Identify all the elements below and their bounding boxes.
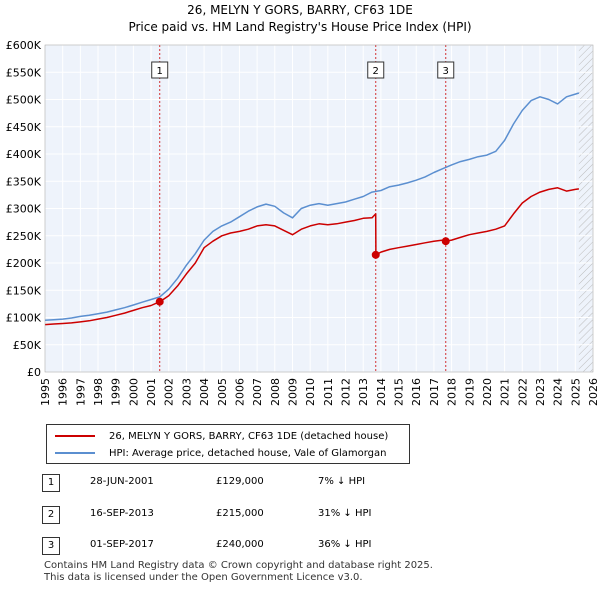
transaction-row: 1 28-JUN-2001 £129,000 7% ↓ HPI: [42, 474, 402, 494]
transaction-badge: 1: [42, 474, 60, 492]
x-tick-label: 2025: [569, 378, 582, 406]
x-tick-label: 2020: [481, 378, 494, 406]
transaction-point: [155, 297, 164, 306]
x-tick-label: 2002: [163, 378, 176, 406]
y-tick-label: £250K: [6, 230, 42, 243]
plot-border: [44, 44, 594, 373]
x-tick-label: 2001: [145, 378, 158, 406]
x-tick-label: 2004: [198, 378, 211, 406]
y-tick-label: £600K: [6, 39, 42, 52]
x-tick-label: 2000: [127, 378, 140, 406]
transaction-marker-box: [437, 61, 455, 79]
x-tick-label: 2005: [216, 378, 229, 406]
x-tick-label: 2013: [357, 378, 370, 406]
y-tick-label: £400K: [6, 148, 42, 161]
transaction-marker-label: 3: [443, 66, 449, 77]
transaction-badge: 2: [42, 506, 60, 524]
x-tick-label: 2015: [393, 378, 406, 406]
y-tick-label: £550K: [6, 66, 42, 79]
x-tick-label: 2006: [233, 378, 246, 406]
legend-swatch-hpi: [55, 452, 95, 454]
x-tick-label: 2016: [410, 378, 423, 406]
x-tick-label: 2017: [428, 378, 441, 406]
transaction-price: £240,000: [216, 539, 264, 550]
chart-subtitle: Price paid vs. HM Land Registry's House …: [128, 20, 472, 34]
transaction-row: 3 01-SEP-2017 £240,000 36% ↓ HPI: [42, 537, 402, 557]
transaction-date: 16-SEP-2013: [90, 508, 154, 519]
x-tick-label: 2014: [375, 378, 388, 406]
x-tick-label: 1998: [92, 378, 105, 406]
x-tick-label: 2018: [446, 378, 459, 406]
x-tick-label: 2007: [251, 378, 264, 406]
x-tick-label: 1996: [57, 378, 70, 406]
y-tick-label: £300K: [6, 203, 42, 216]
transaction-date: 28-JUN-2001: [90, 476, 154, 487]
y-tick-label: £450K: [6, 121, 42, 134]
legend-swatch-property: [55, 435, 95, 437]
x-tick-label: 2010: [304, 378, 317, 406]
legend-label-hpi: HPI: Average price, detached house, Vale…: [109, 447, 387, 459]
legend-item-property: 26, MELYN Y GORS, BARRY, CF63 1DE (detac…: [55, 428, 388, 444]
transaction-hpi-diff: 7% ↓ HPI: [318, 476, 366, 487]
chart-title: 26, MELYN Y GORS, BARRY, CF63 1DE: [187, 3, 413, 17]
x-tick-label: 2012: [340, 378, 353, 406]
transaction-badge: 3: [42, 537, 60, 555]
transaction-marker-label: 1: [157, 66, 163, 77]
x-tick-label: 1995: [39, 378, 52, 406]
x-tick-label: 2019: [463, 378, 476, 406]
x-tick-label: 2009: [286, 378, 299, 406]
transaction-price: £215,000: [216, 508, 264, 519]
transaction-point: [371, 250, 380, 259]
x-tick-label: 2008: [269, 378, 282, 406]
footer-line-1: Contains HM Land Registry data © Crown c…: [44, 560, 433, 571]
transaction-marker-label: 2: [373, 66, 379, 77]
y-tick-label: £150K: [6, 284, 42, 297]
y-tick-label: £100K: [6, 312, 42, 325]
x-tick-label: 2024: [552, 378, 565, 406]
legend-item-hpi: HPI: Average price, detached house, Vale…: [55, 445, 387, 461]
y-tick-label: £350K: [6, 175, 42, 188]
transaction-price: £129,000: [216, 476, 264, 487]
transaction-point: [441, 237, 450, 246]
transaction-hpi-diff: 31% ↓ HPI: [318, 508, 372, 519]
footer-line-2: This data is licensed under the Open Gov…: [44, 572, 363, 583]
hpi-line: [44, 92, 580, 321]
x-tick-label: 2011: [322, 378, 335, 406]
transaction-row: 2 16-SEP-2013 £215,000 31% ↓ HPI: [42, 506, 402, 526]
y-tick-label: £0: [27, 366, 41, 379]
y-tick-label: £200K: [6, 257, 42, 270]
transaction-date: 01-SEP-2017: [90, 539, 154, 550]
transaction-marker-box: [367, 61, 385, 79]
legend-label-property: 26, MELYN Y GORS, BARRY, CF63 1DE (detac…: [109, 430, 389, 442]
price-chart: £0 £50K £100K £150K £200K £250K £300K £350K £400…: [6, 39, 600, 406]
transaction-marker-box: [151, 61, 169, 79]
x-tick-label: 2026: [587, 378, 600, 406]
x-tick-label: 1997: [74, 378, 87, 406]
footer-attribution: Contains HM Land Registry data © Crown c…: [44, 560, 433, 584]
property-price-line: [44, 187, 580, 326]
y-tick-label: £500K: [6, 94, 42, 107]
x-tick-label: 2022: [516, 378, 529, 406]
chart-legend: 26, MELYN Y GORS, BARRY, CF63 1DE (detac…: [46, 424, 410, 464]
x-tick-label: 2021: [499, 378, 512, 406]
y-tick-label: £50K: [13, 339, 42, 352]
x-tick-label: 2023: [534, 378, 547, 406]
x-tick-label: 1999: [110, 378, 123, 406]
transaction-hpi-diff: 36% ↓ HPI: [318, 539, 372, 550]
x-tick-label: 2003: [180, 378, 193, 406]
